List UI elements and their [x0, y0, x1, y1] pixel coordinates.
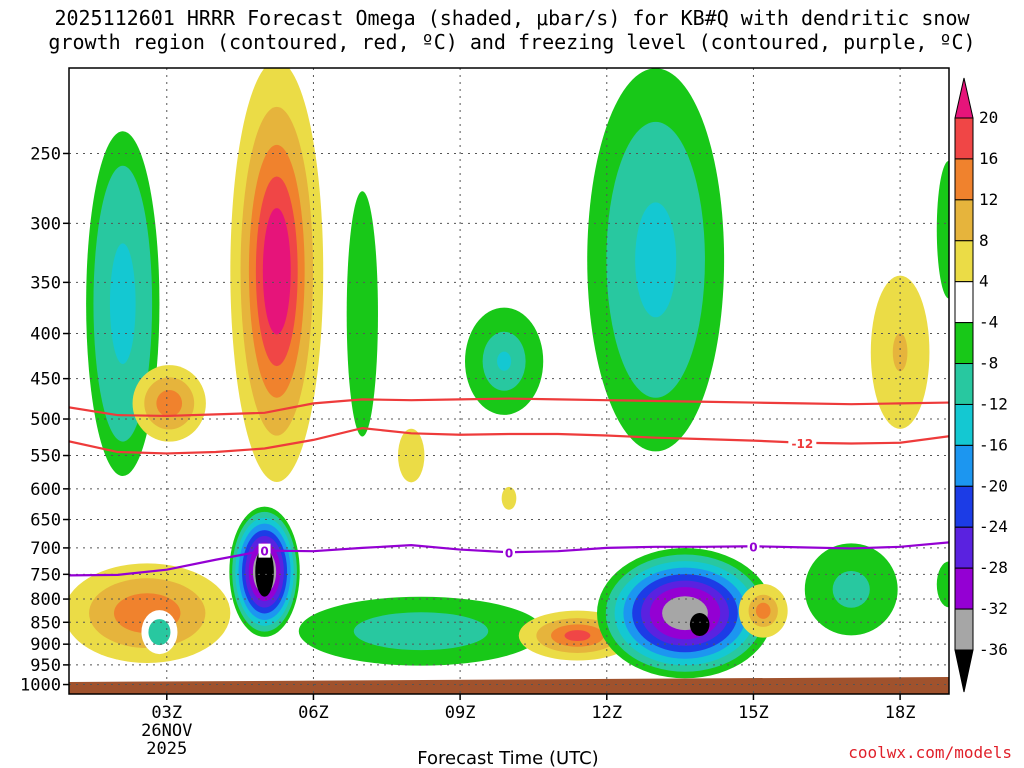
title-line-2: growth region (contoured, red, ºC) and f…: [48, 30, 976, 54]
colorbar-bin-12: [954, 608, 974, 651]
omega-cell-15-level-12: [755, 602, 771, 619]
omega-cell-1-level-20: [262, 208, 291, 335]
colorbar-bin-1: [954, 158, 974, 201]
colorbar-label--36: -36: [979, 640, 1008, 659]
omega-cell-2-level-12: [156, 389, 183, 417]
plot-frame: [68, 67, 950, 695]
omega-small-teal: [148, 619, 171, 646]
y-tick-label-900: 900: [30, 635, 61, 655]
x-tick-label-06Z: 06Z: [298, 703, 329, 723]
colorbar-label--12: -12: [979, 394, 1008, 413]
x-tick-date: 26NOV: [141, 721, 192, 741]
colorbar-label-4: 4: [979, 272, 989, 291]
omega-cell-4-level--16: [497, 351, 512, 371]
y-tick-label-450: 450: [30, 370, 61, 390]
x-tick-label-03Z: 03Z: [151, 703, 182, 723]
dendritic-contour-0: [69, 397, 949, 418]
y-tick-label-350: 350: [30, 273, 61, 293]
colorbar-label--8: -8: [979, 354, 998, 373]
omega-core-black-0: [255, 546, 274, 597]
colorbar-label--4: -4: [979, 313, 998, 332]
y-tick-label-300: 300: [30, 214, 61, 234]
y-tick-label-550: 550: [30, 447, 61, 467]
x-tick-label-09Z: 09Z: [445, 703, 476, 723]
omega-cell-0-level--16: [109, 243, 136, 364]
dendritic-contour-1: [69, 426, 949, 455]
colorbar-bin-9: [954, 485, 974, 528]
colorbar-bin-4: [954, 281, 974, 324]
y-tick-label-1000: 1000: [20, 676, 61, 696]
y-tick-label-650: 650: [30, 511, 61, 531]
omega-shading: [69, 68, 949, 694]
colorbar-bin-11: [954, 567, 974, 610]
colorbar: 20 16 12 8 4 -4 -8 -12 -16 -20 -24 -28 -32 -36: [954, 77, 1008, 693]
y-tick-label-250: 250: [30, 144, 61, 164]
omega-cell-6-level-4: [501, 486, 517, 510]
x-tick-label-15Z: 15Z: [738, 703, 769, 723]
colorbar-label--24: -24: [979, 517, 1008, 536]
y-tick-label-750: 750: [30, 565, 61, 585]
x-tick-label-18Z: 18Z: [885, 703, 916, 723]
omega-cell-13-level-16: [564, 630, 591, 642]
omega-cell-17-level--8: [936, 561, 949, 608]
x-axis-label: Forecast Time (UTC): [417, 748, 598, 768]
omega-cell-3-level--8: [346, 191, 378, 437]
freezing-label-0: 0: [260, 545, 268, 559]
colorbar-label--32: -32: [979, 599, 1008, 618]
omega-core-black-1: [689, 613, 710, 637]
chart-title: 2025112601 HRRR Forecast Omega (shaded, …: [0, 6, 1024, 54]
omega-cell-16-level--12: [832, 570, 870, 608]
y-tick-label-500: 500: [30, 410, 61, 430]
freezing-label-2: 0: [749, 540, 757, 554]
colorbar-bin-3: [954, 240, 974, 283]
y-axis: 2503003504004505005506006507007508008509…: [20, 144, 69, 696]
omega-cell-12-level--12: [353, 612, 489, 651]
colorbar-label--20: -20: [979, 476, 1008, 495]
x-tick-year: 2025: [146, 739, 187, 759]
y-tick-label-400: 400: [30, 325, 61, 345]
credit-link[interactable]: coolwx.com/models: [848, 743, 1012, 762]
omega-cell-7-level--16: [635, 202, 677, 318]
y-tick-label-850: 850: [30, 613, 61, 633]
colorbar-bin-7: [954, 403, 974, 446]
omega-cell-5-level-4: [398, 428, 425, 483]
freezing-label-bg-1: [503, 545, 515, 560]
y-tick-label-700: 700: [30, 539, 61, 559]
dendritic-label-bg: [788, 435, 817, 450]
dendritic-label: -12: [791, 437, 813, 451]
colorbar-bin-10: [954, 526, 974, 569]
terrain-surface: [69, 677, 949, 694]
y-tick-label-950: 950: [30, 656, 61, 676]
y-tick-label-600: 600: [30, 480, 61, 500]
freezing-label-1: 0: [505, 546, 513, 560]
colorbar-top-arrow: [954, 77, 974, 119]
colorbar-bin-8: [954, 444, 974, 487]
colorbar-bin-2: [954, 199, 974, 242]
colorbar-bin-5: [954, 322, 974, 365]
omega-cell-8-level-8: [892, 333, 908, 372]
colorbar-label-16: 16: [979, 149, 998, 168]
y-tick-label-800: 800: [30, 590, 61, 610]
freezing-label-bg-0: [258, 543, 271, 558]
colorbar-label-12: 12: [979, 190, 998, 209]
colorbar-label--16: -16: [979, 435, 1008, 454]
colorbar-label-8: 8: [979, 231, 989, 250]
x-tick-label-12Z: 12Z: [591, 703, 622, 723]
colorbar-bottom-arrow: [954, 649, 974, 693]
omega-cell-9-level--8: [936, 160, 949, 299]
colorbar-bin-6: [954, 363, 974, 405]
contour-lines: -12 0 0 0: [69, 397, 949, 577]
colorbar-label--28: -28: [979, 558, 1008, 577]
title-line-1: 2025112601 HRRR Forecast Omega (shaded, …: [54, 6, 970, 30]
colorbar-bin-0: [954, 117, 974, 160]
freezing-label-bg-2: [747, 539, 760, 554]
colorbar-label-20: 20: [979, 108, 998, 127]
